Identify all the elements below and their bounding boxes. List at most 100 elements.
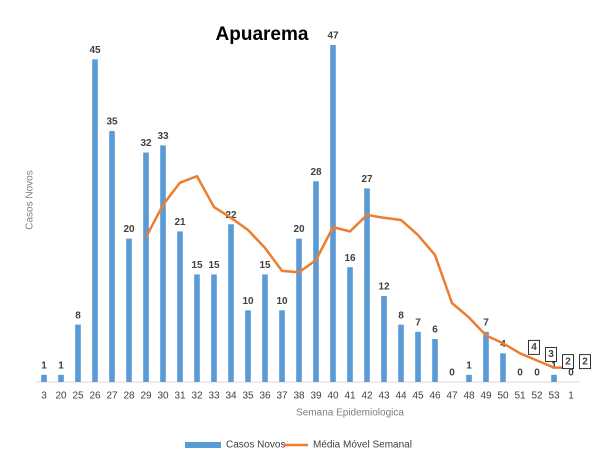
x-tick-label: 49 (480, 391, 492, 402)
bar-label: 27 (361, 174, 373, 185)
x-tick-label: 32 (191, 391, 203, 402)
bar-label: 1 (466, 360, 472, 371)
bar-label: 1 (41, 360, 47, 371)
bar-label: 32 (140, 138, 152, 149)
x-tick-label: 40 (327, 391, 339, 402)
label-box (545, 347, 557, 362)
bar-label: 20 (293, 224, 305, 235)
bar-label: 12 (378, 282, 390, 293)
bar-label: 8 (75, 310, 81, 321)
x-tick-label: 31 (174, 391, 186, 402)
bar (58, 374, 64, 382)
bar-label: 0 (534, 368, 540, 379)
x-tick-label: 39 (310, 391, 322, 402)
bar-label: 10 (242, 296, 254, 307)
label-box (528, 339, 540, 355)
bar-label: 6 (432, 325, 438, 336)
bar-label: 1 (551, 360, 557, 371)
x-axis-label: Semana Epidemiologica (296, 408, 404, 419)
bar (126, 238, 132, 382)
bar-label: 16 (344, 253, 356, 264)
bar (415, 331, 421, 382)
bar (160, 145, 166, 382)
bar (109, 131, 115, 382)
x-tick-label: 30 (157, 391, 169, 402)
x-tick-label: 36 (259, 391, 271, 402)
bar (432, 338, 438, 382)
bar-label: 10 (276, 296, 288, 307)
x-tick-label: 27 (106, 391, 118, 402)
bar (381, 295, 387, 382)
x-tick-label: 45 (412, 391, 424, 402)
legend-label: Casos Novos (226, 440, 285, 451)
bar (398, 324, 404, 382)
x-tick-label: 33 (208, 391, 220, 402)
bar-label: 35 (106, 117, 118, 128)
x-tick-label: 48 (463, 391, 475, 402)
bar (228, 224, 234, 382)
x-tick-label: 37 (276, 391, 288, 402)
x-tick-label: 47 (446, 391, 458, 402)
bar (551, 374, 557, 382)
bar-label: 21 (174, 217, 186, 228)
bar (364, 188, 370, 382)
x-tick-label: 44 (395, 391, 407, 402)
bar (177, 231, 183, 382)
bar (41, 374, 47, 382)
x-tick-label: 43 (378, 391, 390, 402)
bar-label: 7 (483, 317, 489, 328)
x-tick-label: 53 (548, 391, 560, 402)
bar-label: 15 (208, 260, 220, 271)
x-tick-label: 35 (242, 391, 254, 402)
legend-swatch (185, 442, 221, 448)
bar (92, 59, 98, 383)
legend-label: Média Móvel Semanal (313, 440, 412, 451)
line-label: 3 (548, 349, 554, 360)
bar-label: 45 (89, 45, 101, 56)
bar (279, 310, 285, 382)
bar (500, 353, 506, 382)
x-tick-label: 25 (72, 391, 84, 402)
x-tick-label: 34 (225, 391, 237, 402)
y-axis-label: Casos Novos (25, 170, 36, 229)
bar-label: 7 (415, 317, 421, 328)
bar-label: 1 (58, 360, 64, 371)
bar (347, 267, 353, 382)
bar (330, 45, 336, 382)
line-label: 4 (531, 342, 537, 353)
bar-label: 15 (191, 260, 203, 271)
bar-label: 33 (157, 131, 169, 142)
bar-label: 0 (449, 368, 455, 379)
x-tick-label: 1 (568, 391, 574, 402)
x-tick-label: 20 (55, 391, 67, 402)
label-box (562, 354, 574, 370)
bar (75, 324, 81, 382)
label-box (579, 354, 591, 370)
x-tick-label: 3 (41, 391, 47, 402)
bar (262, 274, 268, 382)
x-tick-label: 28 (123, 391, 135, 402)
x-tick-label: 46 (429, 391, 441, 402)
bar-label: 8 (398, 310, 404, 321)
x-tick-label: 26 (89, 391, 101, 402)
line-label: 2 (582, 356, 588, 367)
x-tick-label: 42 (361, 391, 373, 402)
bar-label: 20 (123, 224, 135, 235)
line-label: 2 (565, 356, 571, 367)
x-tick-label: 52 (531, 391, 543, 402)
bar-label: 0 (517, 368, 523, 379)
bar-label: 47 (327, 31, 339, 42)
bar-label: 15 (259, 260, 271, 271)
x-tick-label: 41 (344, 391, 356, 402)
bar (194, 274, 200, 382)
bar (211, 274, 217, 382)
bar-label: 0 (568, 368, 574, 379)
bar (483, 331, 489, 382)
bar-label: 22 (225, 210, 237, 221)
moving-average-line (144, 174, 571, 369)
chart-title: Apuarema (216, 24, 309, 45)
x-tick-label: 51 (514, 391, 526, 402)
bar (245, 310, 251, 382)
x-tick-label: 29 (140, 391, 152, 402)
